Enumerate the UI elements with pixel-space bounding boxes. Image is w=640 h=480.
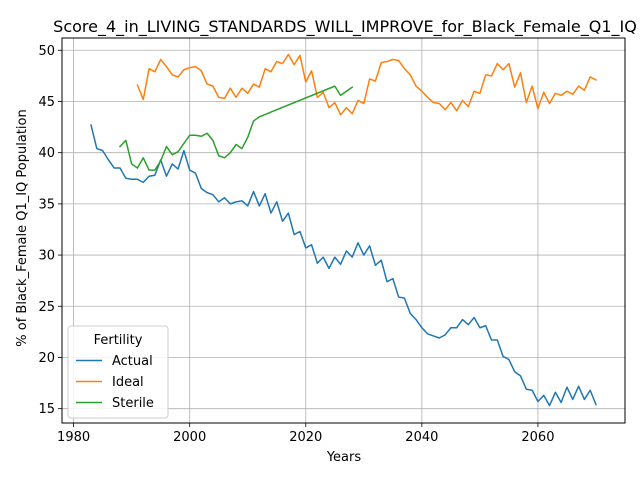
legend-label: Actual	[112, 354, 153, 369]
x-tick-label: 2020	[289, 430, 322, 445]
y-tick-label: 40	[38, 146, 55, 161]
series-line-sterile	[118, 85, 354, 171]
y-tick-label: 20	[38, 351, 55, 366]
legend: Fertility Actual Ideal Sterile	[67, 325, 169, 419]
legend-entry-ideal: Ideal	[76, 375, 144, 390]
y-tick-label: 35	[38, 197, 55, 212]
legend-entries: Actual Ideal Sterile	[76, 354, 154, 411]
series-line-actual	[90, 124, 597, 407]
y-axis-label: % of Black_Female Q1_IQ Population	[15, 109, 30, 346]
x-tick-label: 2000	[173, 430, 206, 445]
x-tick-label: 2040	[405, 430, 438, 445]
y-tick-label: 15	[38, 402, 55, 417]
y-tick-label: 50	[38, 44, 55, 59]
y-axis-ticks: 15 20 25 30 35 40 45 50	[38, 44, 62, 417]
series-line-ideal	[136, 53, 597, 116]
x-axis-ticks: 1980 2000 2020 2040 2060	[57, 423, 554, 445]
legend-label: Sterile	[112, 396, 154, 411]
x-axis-label: Years	[326, 450, 362, 465]
y-tick-label: 30	[38, 249, 55, 264]
legend-entry-actual: Actual	[76, 354, 153, 369]
series-layer	[90, 53, 597, 407]
x-tick-label: 2060	[521, 430, 554, 445]
y-tick-label: 45	[38, 95, 55, 110]
plot-frame	[61, 37, 626, 424]
x-tick-label: 1980	[57, 430, 90, 445]
legend-entry-sterile: Sterile	[76, 396, 154, 411]
y-tick-label: 25	[38, 300, 55, 315]
grid	[62, 38, 625, 423]
legend-box	[67, 325, 169, 419]
legend-title: Fertility	[94, 333, 143, 348]
legend-label: Ideal	[112, 375, 144, 390]
chart-title: Score_4_in_LIVING_STANDARDS_WILL_IMPROVE…	[53, 17, 637, 37]
